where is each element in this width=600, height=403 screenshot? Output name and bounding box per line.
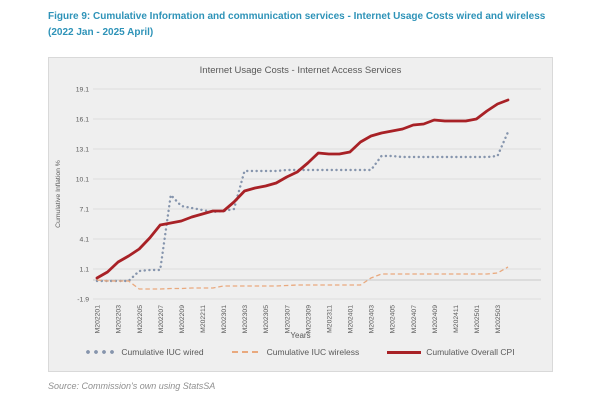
svg-text:M202211: M202211: [200, 305, 207, 333]
svg-text:7.1: 7.1: [80, 206, 90, 213]
svg-text:M202501: M202501: [474, 305, 481, 334]
svg-text:M202409: M202409: [432, 305, 439, 334]
svg-text:M202205: M202205: [137, 305, 144, 334]
svg-text:-1.9: -1.9: [77, 296, 89, 303]
svg-text:M202207: M202207: [158, 305, 165, 334]
svg-text:M202309: M202309: [305, 305, 312, 334]
legend-item-wireless: Cumulative IUC wireless: [231, 347, 360, 357]
svg-text:M202405: M202405: [390, 305, 397, 334]
svg-text:M202403: M202403: [369, 305, 376, 334]
chart-container: Internet Usage Costs - Internet Access S…: [48, 57, 553, 372]
svg-text:M202203: M202203: [116, 305, 123, 334]
chart-title: Internet Usage Costs - Internet Access S…: [199, 65, 402, 76]
svg-text:13.1: 13.1: [76, 146, 89, 153]
svg-text:10.1: 10.1: [76, 176, 89, 183]
svg-text:19.1: 19.1: [76, 86, 89, 93]
chart-legend: Cumulative IUC wired Cumulative IUC wire…: [49, 342, 552, 362]
svg-text:M202209: M202209: [179, 305, 186, 334]
legend-label-cpi: Cumulative Overall CPI: [426, 347, 515, 357]
svg-text:4.1: 4.1: [80, 236, 90, 243]
svg-text:M202407: M202407: [411, 305, 418, 334]
svg-text:16.1: 16.1: [76, 116, 89, 123]
wireless-series-marker-icon: [231, 351, 262, 353]
figure-caption: Figure 9: Cumulative Information and com…: [48, 11, 546, 38]
legend-label-wireless: Cumulative IUC wireless: [266, 347, 360, 357]
svg-text:M202307: M202307: [284, 305, 291, 334]
source-note: Source: Commission's own using StatsSA: [48, 381, 216, 391]
svg-text:M202503: M202503: [495, 305, 502, 334]
svg-text:M202201: M202201: [95, 305, 102, 334]
svg-text:M202401: M202401: [348, 305, 355, 334]
svg-text:M202311: M202311: [326, 305, 333, 333]
cpi-series-marker-icon: [387, 350, 422, 354]
legend-label-wired: Cumulative IUC wired: [121, 347, 204, 357]
svg-text:M202301: M202301: [221, 305, 228, 334]
legend-item-cpi: Cumulative Overall CPI: [387, 347, 515, 357]
svg-text:Cumulative Inflation %: Cumulative Inflation %: [55, 160, 62, 228]
x-axis-title: Years: [290, 331, 311, 340]
svg-text:1.1: 1.1: [80, 266, 90, 273]
svg-text:M202411: M202411: [453, 305, 460, 333]
wired-series-marker-icon: [86, 350, 117, 354]
chart-plot: -1.9 1.1 4.1 7.1 10.1 13.1 16.1 19.1 M202201 M202…: [55, 86, 541, 334]
svg-text:M202305: M202305: [263, 305, 270, 334]
svg-text:M202303: M202303: [242, 305, 249, 334]
legend-item-wired: Cumulative IUC wired: [86, 347, 204, 357]
